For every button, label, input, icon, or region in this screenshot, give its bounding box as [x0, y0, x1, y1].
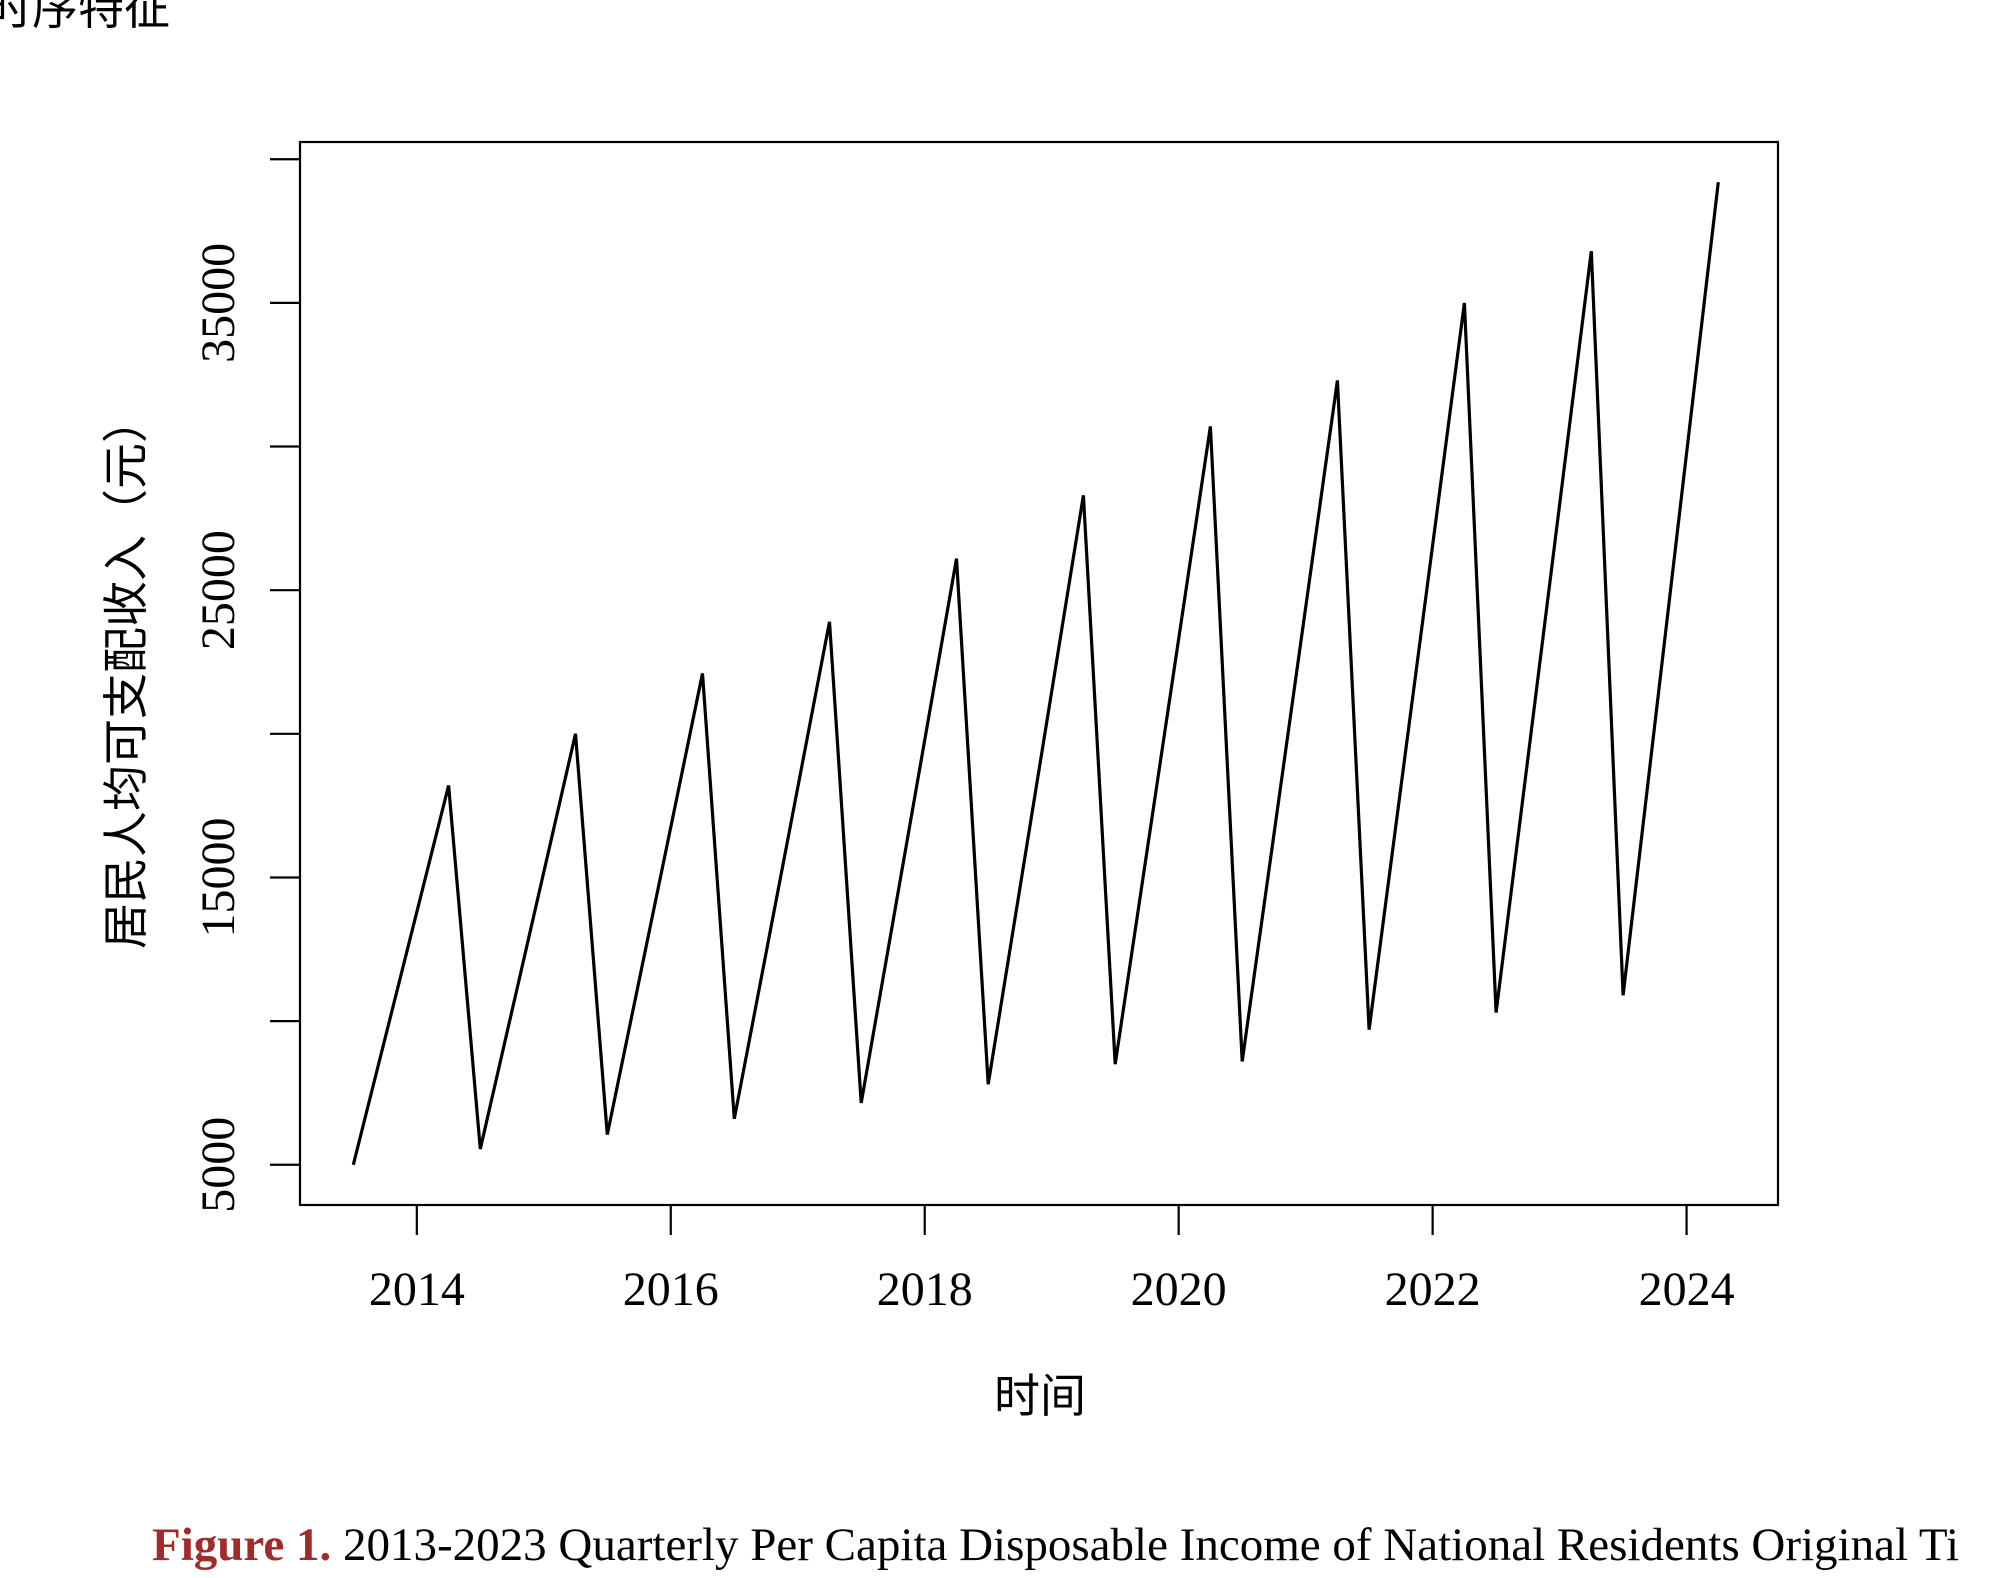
y-axis: 5000 15000 25000 35000	[192, 158, 300, 1213]
figure-label: Figure 1.	[152, 1519, 332, 1571]
y-tick-label: 35000	[192, 243, 245, 363]
x-axis-label: 时间	[994, 1369, 1086, 1423]
x-tick-label: 2020	[1131, 1263, 1227, 1316]
x-tick-label: 2022	[1385, 1263, 1481, 1316]
x-axis: 2014 2016 2018 2020 2022 2024	[369, 1205, 1735, 1316]
y-tick-label: 15000	[192, 817, 245, 937]
x-tick-label: 2018	[877, 1263, 973, 1316]
figure-caption: Figure 1. 2013-2023 Quarterly Per Capita…	[152, 1518, 1959, 1572]
y-axis-label: 居民人均可支配收入（元）	[99, 397, 153, 949]
figure-caption-text: 2013-2023 Quarterly Per Capita Disposabl…	[331, 1519, 1960, 1571]
x-tick-label: 2024	[1639, 1263, 1735, 1316]
page-text-fragment: 的时序特征	[0, 0, 170, 35]
y-tick-label: 25000	[192, 530, 245, 650]
x-tick-label: 2014	[369, 1263, 465, 1316]
x-tick-label: 2016	[623, 1263, 719, 1316]
y-tick-label: 5000	[192, 1117, 245, 1213]
plot-frame	[298, 140, 1780, 1207]
income-time-series-chart: 5000 15000 25000 35000 2014 2016 2018 2020 2022…	[99, 140, 1780, 1423]
series-line	[351, 182, 1720, 1166]
